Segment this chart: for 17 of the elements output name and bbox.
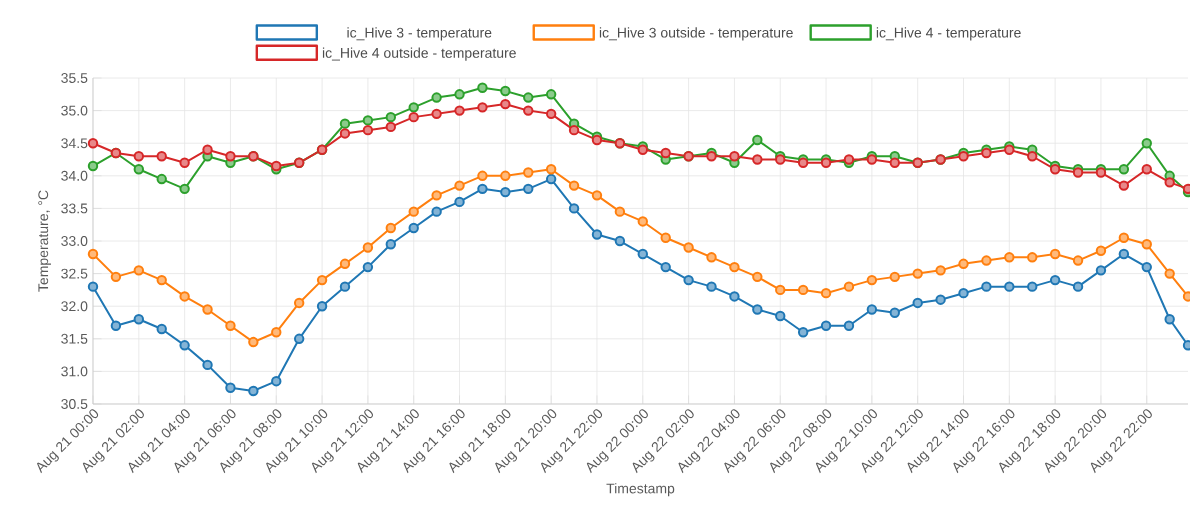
y-tick-label: 32.5 [61,268,88,279]
legend-label: ic_Hive 4 - temperature [876,27,1021,41]
legend-label: ic_Hive 4 outside - temperature [322,47,516,61]
y-tick-label: 35.0 [61,105,88,116]
y-axis-title: Temperature, °C [38,190,51,292]
y-tick-label: 35.5 [61,73,88,83]
legend-label: ic_Hive 3 outside - temperature [599,27,793,41]
y-tick-label: 33.0 [61,236,88,246]
x-axis-title: Timestamp [606,483,675,497]
y-tick-label: 32.0 [61,301,88,312]
legend-label: ic_Hive 3 - temperature [347,27,492,41]
y-tick-label: 34.5 [61,138,88,149]
y-tick-label: 34.0 [61,170,88,181]
y-tick-label: 31.5 [61,333,88,344]
y-tick-label: 33.5 [61,203,88,214]
y-tick-label: 30.5 [61,399,88,409]
y-tick-label: 31.0 [61,366,88,377]
